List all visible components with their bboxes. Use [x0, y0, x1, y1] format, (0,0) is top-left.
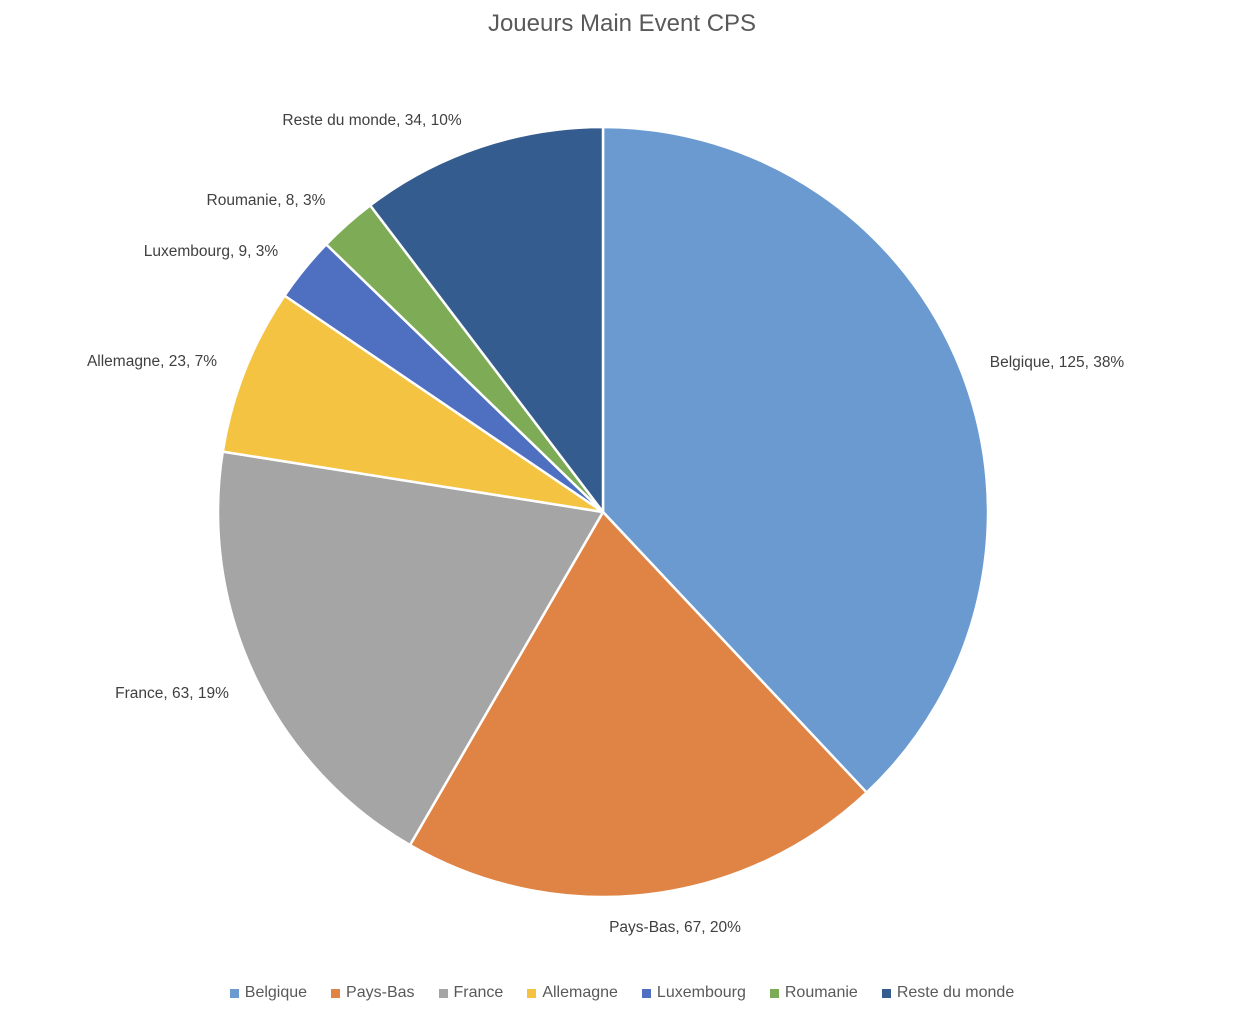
legend-label: Pays-Bas [346, 984, 415, 1001]
legend-swatch [881, 988, 891, 998]
legend-label: Belgique [244, 984, 308, 1001]
legend-item-reste-du-monde: Reste du monde [881, 984, 1015, 1002]
legend-item-pays-bas: Pays-Bas [331, 984, 415, 1002]
pie-slice-france [216, 450, 605, 847]
chart-title: Joueurs Main Event CPS [487, 10, 757, 37]
data-label-belgique: Belgique, 125, 38% [990, 354, 1125, 371]
legend-swatch [331, 988, 341, 998]
legend-swatch [641, 988, 651, 998]
data-label-france: France, 63, 19% [115, 685, 229, 702]
legend-label: Luxembourg [656, 984, 746, 1001]
legend-label: Reste du monde [896, 984, 1015, 1001]
legend-swatch [438, 988, 448, 998]
data-label-luxembourg: Luxembourg, 9, 3% [144, 243, 279, 260]
data-label-allemagne: Allemagne, 23, 7% [87, 353, 217, 370]
legend-item-belgique: Belgique [229, 984, 308, 1002]
pie-slice-pays-bas [408, 510, 868, 899]
legend-item-roumanie: Roumanie [769, 984, 858, 1002]
legend: Belgique Pays-Bas France Allemagne Luxembour… [0, 984, 1244, 1002]
legend-label: Roumanie [784, 984, 858, 1001]
data-label-pays-bas: Pays-Bas, 67, 20% [609, 919, 741, 936]
legend-item-allemagne: Allemagne [527, 984, 618, 1002]
legend-swatch [527, 988, 537, 998]
legend-swatch [769, 988, 779, 998]
data-label-roumanie: Roumanie, 8, 3% [207, 192, 326, 209]
legend-swatch [229, 988, 239, 998]
legend-label: France [453, 984, 504, 1001]
data-label-reste-du-monde: Reste du monde, 34, 10% [282, 112, 461, 129]
legend-label: Allemagne [542, 984, 618, 1001]
pie-slice-allemagne [221, 294, 605, 514]
legend-item-france: France [438, 984, 504, 1002]
legend-item-luxembourg: Luxembourg [641, 984, 746, 1002]
pie-slice-reste-du-monde [368, 125, 605, 514]
pie-slice-belgique [601, 125, 990, 794]
